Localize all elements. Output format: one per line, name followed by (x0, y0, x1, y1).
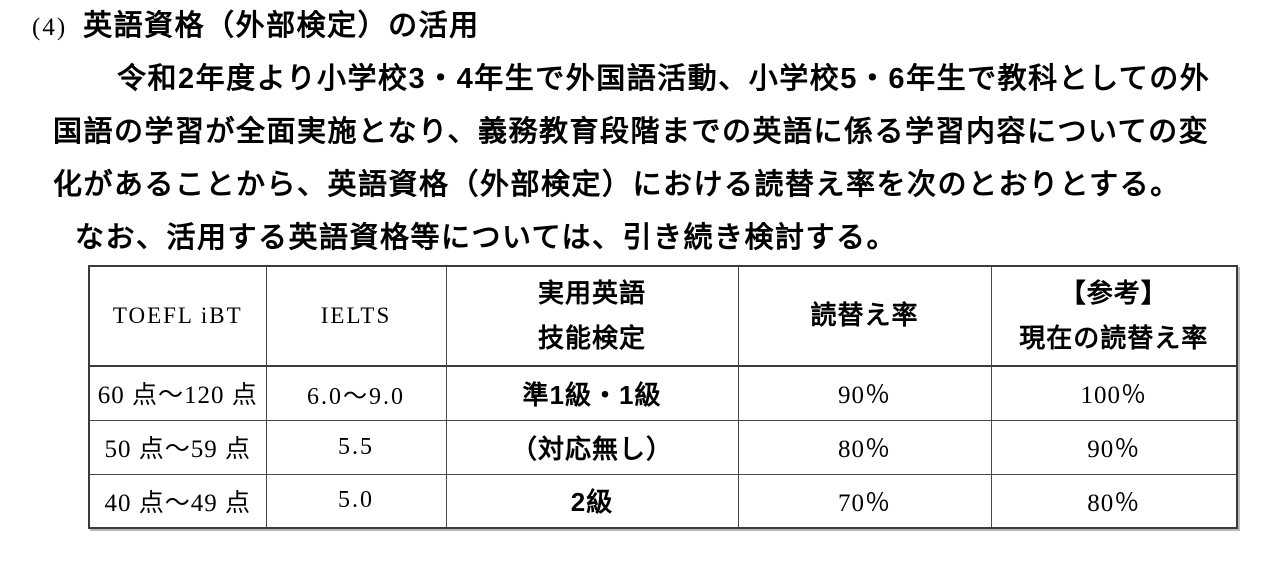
table-row: 50 点～59 点 5.5 （対応無し） 80％ 90％ (88, 419, 1238, 475)
conversion-rate-table: TOEFL iBT IELTS 実用英語 技能検定 読替え率 【参考】 現在の読… (88, 265, 1238, 529)
cell-rate: 80％ (737, 419, 992, 475)
header-eiken: 実用英語 技能検定 (445, 265, 739, 367)
table-header-row: TOEFL iBT IELTS 実用英語 技能検定 読替え率 【参考】 現在の読… (88, 265, 1238, 367)
cell-toefl-range: 40 点～49 点 (88, 473, 267, 529)
cell-rate: 90％ (737, 365, 992, 421)
cell-toefl-range: 50 点～59 点 (88, 419, 267, 475)
table-row: 40 点～49 点 5.0 2級 70％ 80％ (88, 473, 1238, 529)
section-title: 英語資格（外部検定）の活用 (83, 10, 480, 42)
cell-reference-rate: 90％ (990, 419, 1238, 475)
cell-ielts-range: 5.5 (265, 419, 447, 475)
header-ielts: IELTS (265, 265, 447, 367)
header-rate: 読替え率 (737, 265, 992, 367)
header-toefl: TOEFL iBT (88, 265, 267, 367)
paragraph-line: 化があることから、英語資格（外部検定）における読替え率を次のとおりとする。 (53, 169, 1181, 201)
cell-rate: 70％ (737, 473, 992, 529)
cell-ielts-range: 5.0 (265, 473, 447, 529)
cell-eiken-grade: 2級 (445, 473, 739, 529)
paragraph-line: 国語の学習が全面実施となり、義務教育段階までの英語に係る学習内容についての変 (53, 116, 1210, 148)
header-reference-rate: 【参考】 現在の読替え率 (990, 265, 1238, 367)
cell-eiken-grade: （対応無し） (445, 419, 739, 475)
paragraph-line: 令和2年度より小学校3・4年生で外国語活動、小学校5・6年生で教科としての外 (117, 63, 1211, 95)
cell-toefl-range: 60 点～120 点 (88, 365, 267, 421)
paragraph-line: なお、活用する英語資格等については、引き続き検討する。 (75, 222, 898, 254)
cell-reference-rate: 80％ (990, 473, 1238, 529)
section-heading: (4) 英語資格（外部検定）の活用 (0, 0, 1280, 53)
cell-reference-rate: 100％ (990, 365, 1238, 421)
cell-eiken-grade: 準1級・1級 (445, 365, 739, 421)
cell-ielts-range: 6.0～9.0 (265, 365, 447, 421)
table-row: 60 点～120 点 6.0～9.0 準1級・1級 90％ 100％ (88, 365, 1238, 421)
section-number: (4) (32, 14, 68, 41)
